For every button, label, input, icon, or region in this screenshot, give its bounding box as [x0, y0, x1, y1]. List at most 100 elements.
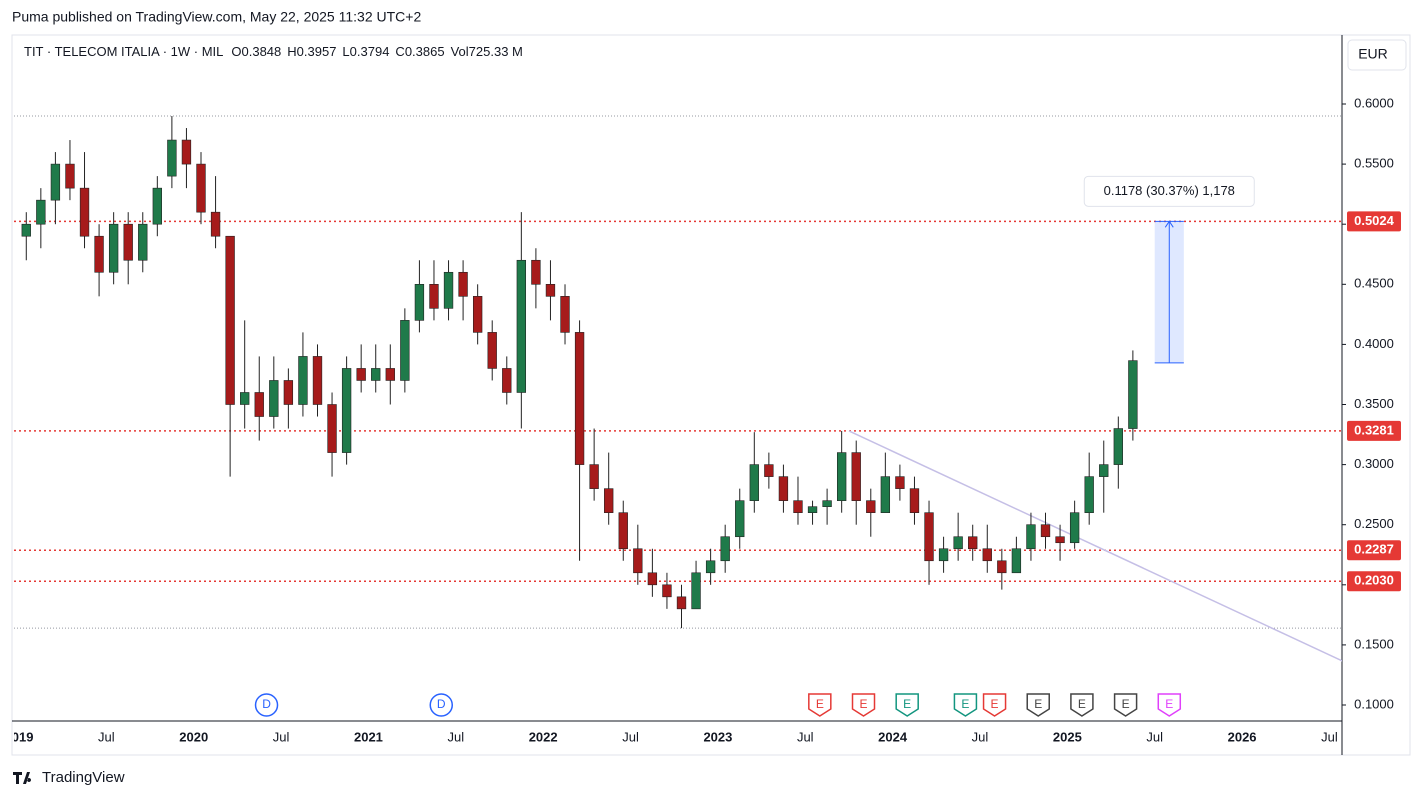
candle-body	[356, 368, 366, 381]
level-badge	[1347, 571, 1401, 592]
y-tick-label: 0.1500	[1354, 636, 1394, 651]
level-badge	[1347, 211, 1401, 232]
event-icon	[808, 693, 832, 717]
candle-body	[968, 536, 978, 550]
candle-body	[545, 284, 556, 297]
event-icon	[895, 693, 919, 717]
legend-key: O	[231, 44, 241, 59]
event-badge: E	[1070, 693, 1094, 717]
candle-body	[79, 187, 90, 237]
candle-body	[1040, 524, 1051, 538]
y-tick-label: 0.6000	[1354, 95, 1394, 110]
legend-value: 0.3865	[405, 44, 445, 59]
candle-body	[1113, 428, 1123, 465]
candle-body	[618, 512, 628, 550]
event-icon	[1026, 693, 1050, 717]
candle-body	[1069, 512, 1080, 544]
event-badge: E	[982, 693, 1007, 717]
currency: EUR	[1358, 46, 1388, 62]
candle-body	[924, 512, 934, 562]
candle-body	[50, 163, 61, 201]
event-label: D	[262, 697, 271, 711]
candle-body	[283, 380, 294, 405]
time-axis: 2019 Jul 2020 Jul 2021 Jul 2022 Jul 2023 Jul 2024 J…	[14, 729, 1338, 744]
candle-body	[429, 284, 439, 309]
candle-body	[443, 271, 454, 309]
event-label: D	[437, 697, 446, 711]
candle-body	[1011, 548, 1022, 574]
candle-body	[807, 506, 818, 513]
candle-body	[880, 476, 891, 513]
event-icon	[254, 693, 279, 717]
candle-body	[866, 500, 876, 513]
candle-body	[836, 452, 847, 501]
candle-body	[138, 223, 148, 261]
candle-body	[997, 560, 1007, 574]
legend-key: Vol	[451, 44, 469, 59]
legend-key: L	[342, 44, 349, 59]
candle-body	[123, 223, 133, 261]
candle-body	[21, 223, 31, 237]
brand-name: TradingView	[42, 769, 125, 786]
event-label: E	[961, 697, 969, 711]
event-icon	[982, 693, 1007, 717]
candle-body	[152, 187, 162, 225]
symbol-legend: TIT · TELECOM ITALIA · 1W · MIL O0.3848 H0…	[24, 44, 523, 59]
event-label: E	[1165, 697, 1173, 711]
candle-body	[225, 235, 235, 405]
candle-body	[196, 163, 206, 213]
x-tick-label: Jul	[98, 729, 115, 744]
candle-body	[662, 584, 672, 598]
candle-body	[240, 392, 250, 405]
level-label: 0.2287	[1354, 542, 1394, 557]
candle-body	[676, 596, 687, 610]
currency-button[interactable]	[1347, 39, 1407, 71]
plot: 0.1178 (30.37%) 1,178 D D E E E E E E E E E	[14, 115, 1342, 717]
y-tick-label: 0.1000	[1354, 696, 1394, 711]
event-badge: E	[895, 693, 919, 717]
candle-body	[94, 235, 104, 273]
candle-body	[167, 139, 177, 177]
x-tick-label: Jul	[273, 729, 290, 744]
measure-arrowhead	[1164, 220, 1174, 228]
y-tick-label: 0.3000	[1354, 456, 1394, 471]
event-label: E	[1078, 697, 1086, 711]
x-tick-label: 2023	[703, 729, 732, 744]
candle-body	[400, 320, 410, 381]
event-label: E	[991, 697, 999, 711]
candle-body	[531, 259, 541, 285]
candle-body	[604, 488, 614, 513]
candle-body	[749, 464, 759, 501]
event-badge: E	[851, 693, 876, 717]
level-label: 0.3281	[1354, 422, 1394, 437]
y-tick-label: 0.5500	[1354, 156, 1394, 171]
level-label: 0.5024	[1354, 213, 1395, 228]
trendline	[848, 430, 1342, 662]
event-badge: E	[808, 693, 832, 717]
measure-label: 0.1178 (30.37%) 1,178	[1104, 183, 1235, 198]
candle-body	[982, 548, 992, 562]
level-badge	[1347, 420, 1401, 441]
candle-body	[778, 476, 789, 501]
legend-value: 0.3957	[297, 44, 337, 59]
x-tick-label: 2022	[529, 729, 558, 744]
x-tick-label: 2021	[354, 729, 383, 744]
symbol: TIT · TELECOM ITALIA · 1W · MIL	[24, 44, 223, 59]
event-label: E	[903, 697, 911, 711]
event-icon	[1157, 693, 1182, 717]
x-tick-label: 2024	[878, 729, 908, 744]
level-label: 0.2030	[1354, 573, 1394, 588]
y-tick-label: 0.4500	[1354, 276, 1394, 291]
candle-body	[938, 548, 949, 562]
candle-body	[909, 488, 920, 513]
candle-body	[458, 271, 468, 297]
candle-body	[720, 536, 730, 562]
chart-frame	[11, 34, 1411, 756]
logo	[13, 772, 32, 784]
candle-body	[633, 548, 643, 574]
event-badge: E	[1157, 693, 1182, 717]
y-tick-label: 0.4000	[1354, 336, 1394, 351]
candle-body	[181, 139, 192, 165]
candle-body	[298, 356, 308, 405]
